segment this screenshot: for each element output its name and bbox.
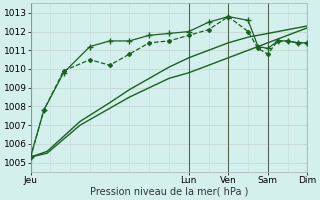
X-axis label: Pression niveau de la mer( hPa ): Pression niveau de la mer( hPa ): [90, 187, 248, 197]
